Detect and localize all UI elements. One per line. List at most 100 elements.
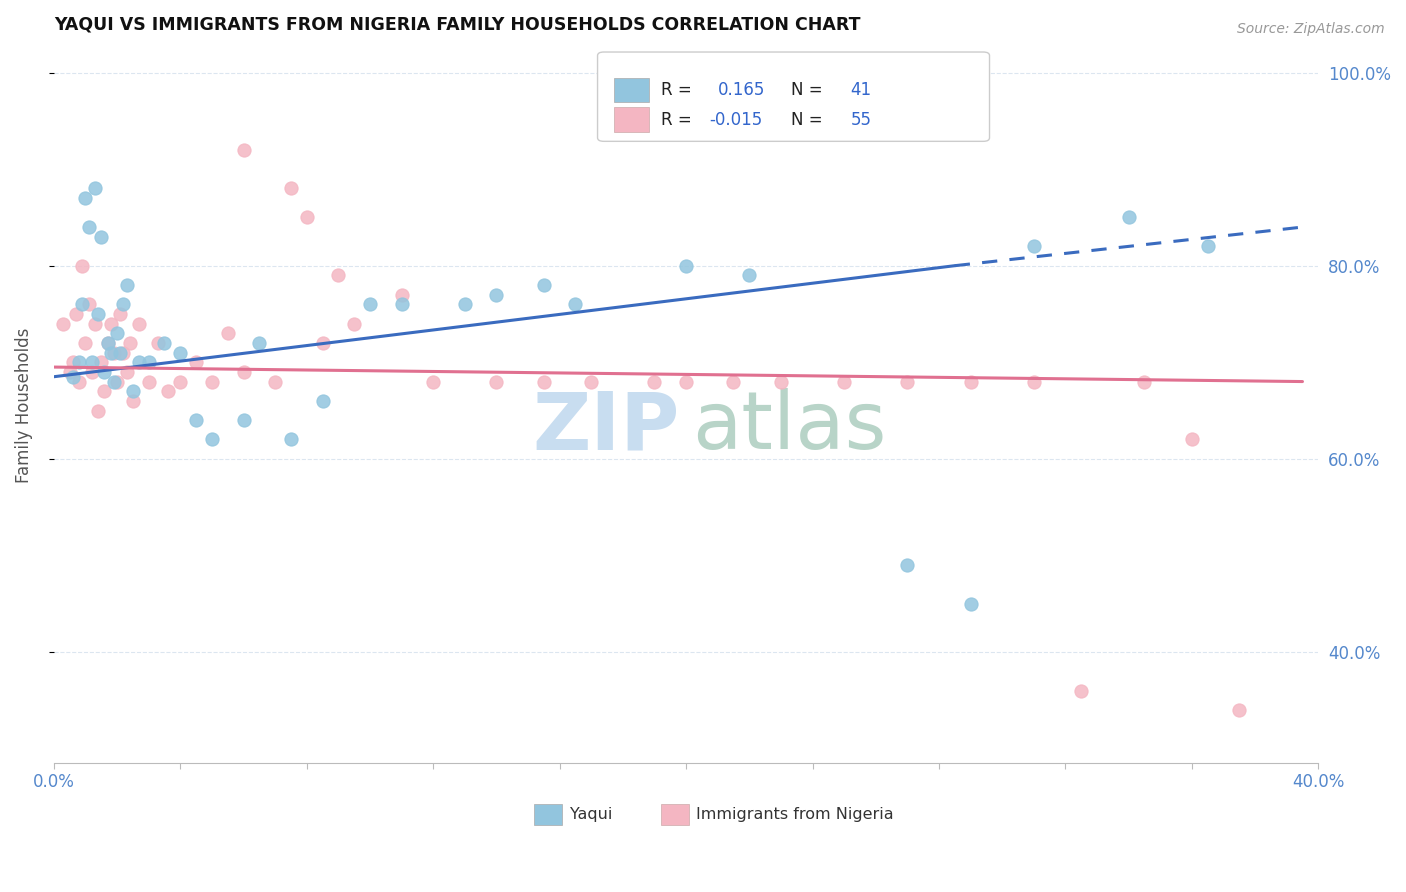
Point	[110, 345, 132, 359]
Point	[723, 375, 745, 389]
Point	[80, 355, 103, 369]
Point	[153, 335, 176, 350]
Point	[311, 393, 333, 408]
FancyBboxPatch shape	[614, 78, 650, 103]
Point	[169, 345, 191, 359]
Point	[769, 375, 792, 389]
Text: Yaqui: Yaqui	[569, 807, 612, 822]
Point	[67, 375, 90, 389]
Point	[280, 433, 302, 447]
Point	[832, 375, 855, 389]
Point	[391, 287, 413, 301]
Text: 41: 41	[851, 81, 872, 99]
Point	[67, 355, 90, 369]
Point	[97, 335, 120, 350]
Point	[217, 326, 239, 341]
Point	[75, 191, 97, 205]
Point	[533, 278, 555, 293]
Point	[533, 375, 555, 389]
Point	[112, 345, 135, 359]
Point	[77, 297, 100, 311]
Point	[1197, 239, 1219, 253]
Point	[100, 317, 122, 331]
Point	[110, 307, 132, 321]
Point	[485, 287, 508, 301]
Point	[72, 297, 94, 311]
Point	[128, 317, 150, 331]
Point	[52, 317, 75, 331]
Point	[90, 355, 112, 369]
Point	[138, 355, 160, 369]
Point	[112, 297, 135, 311]
Point	[247, 335, 270, 350]
Point	[201, 433, 224, 447]
Text: R =: R =	[661, 81, 697, 99]
Point	[896, 375, 918, 389]
FancyBboxPatch shape	[614, 107, 650, 132]
Point	[105, 375, 128, 389]
Point	[62, 369, 84, 384]
Point	[232, 143, 254, 157]
FancyBboxPatch shape	[661, 804, 689, 825]
Point	[391, 297, 413, 311]
Point	[62, 355, 84, 369]
Point	[454, 297, 477, 311]
Point	[80, 365, 103, 379]
Point	[87, 307, 110, 321]
Text: Immigrants from Nigeria: Immigrants from Nigeria	[696, 807, 894, 822]
Point	[138, 375, 160, 389]
Point	[65, 307, 87, 321]
Point	[97, 335, 120, 350]
Point	[156, 384, 179, 399]
Text: ZIP: ZIP	[533, 388, 679, 467]
Point	[121, 384, 143, 399]
Point	[103, 345, 125, 359]
Point	[485, 375, 508, 389]
Point	[184, 413, 207, 427]
Point	[118, 335, 141, 350]
Text: N =: N =	[792, 111, 828, 128]
Point	[280, 181, 302, 195]
FancyBboxPatch shape	[598, 52, 990, 141]
Text: R =: R =	[661, 111, 697, 128]
Point	[87, 403, 110, 417]
Text: YAQUI VS IMMIGRANTS FROM NIGERIA FAMILY HOUSEHOLDS CORRELATION CHART: YAQUI VS IMMIGRANTS FROM NIGERIA FAMILY …	[53, 15, 860, 33]
Point	[264, 375, 287, 389]
Point	[115, 365, 138, 379]
Point	[1022, 239, 1045, 253]
FancyBboxPatch shape	[534, 804, 562, 825]
Point	[105, 326, 128, 341]
Point	[1070, 683, 1092, 698]
Point	[1227, 703, 1250, 717]
Point	[77, 220, 100, 235]
Point	[564, 297, 586, 311]
Point	[93, 384, 115, 399]
Point	[100, 345, 122, 359]
Point	[169, 375, 191, 389]
Point	[1181, 433, 1204, 447]
Point	[579, 375, 602, 389]
Text: Source: ZipAtlas.com: Source: ZipAtlas.com	[1237, 22, 1385, 37]
Point	[75, 335, 97, 350]
Point	[128, 355, 150, 369]
Text: atlas: atlas	[692, 388, 887, 467]
Point	[1118, 211, 1140, 225]
Point	[896, 558, 918, 572]
Point	[959, 375, 981, 389]
Point	[121, 393, 143, 408]
Point	[84, 181, 107, 195]
Point	[1133, 375, 1156, 389]
Text: -0.015: -0.015	[709, 111, 762, 128]
Y-axis label: Family Households: Family Households	[15, 328, 32, 483]
Point	[90, 229, 112, 244]
Point	[232, 365, 254, 379]
Point	[311, 335, 333, 350]
Point	[184, 355, 207, 369]
Point	[328, 268, 350, 283]
Point	[232, 413, 254, 427]
Point	[72, 259, 94, 273]
Text: N =: N =	[792, 81, 828, 99]
Point	[84, 317, 107, 331]
Point	[738, 268, 761, 283]
Point	[103, 375, 125, 389]
